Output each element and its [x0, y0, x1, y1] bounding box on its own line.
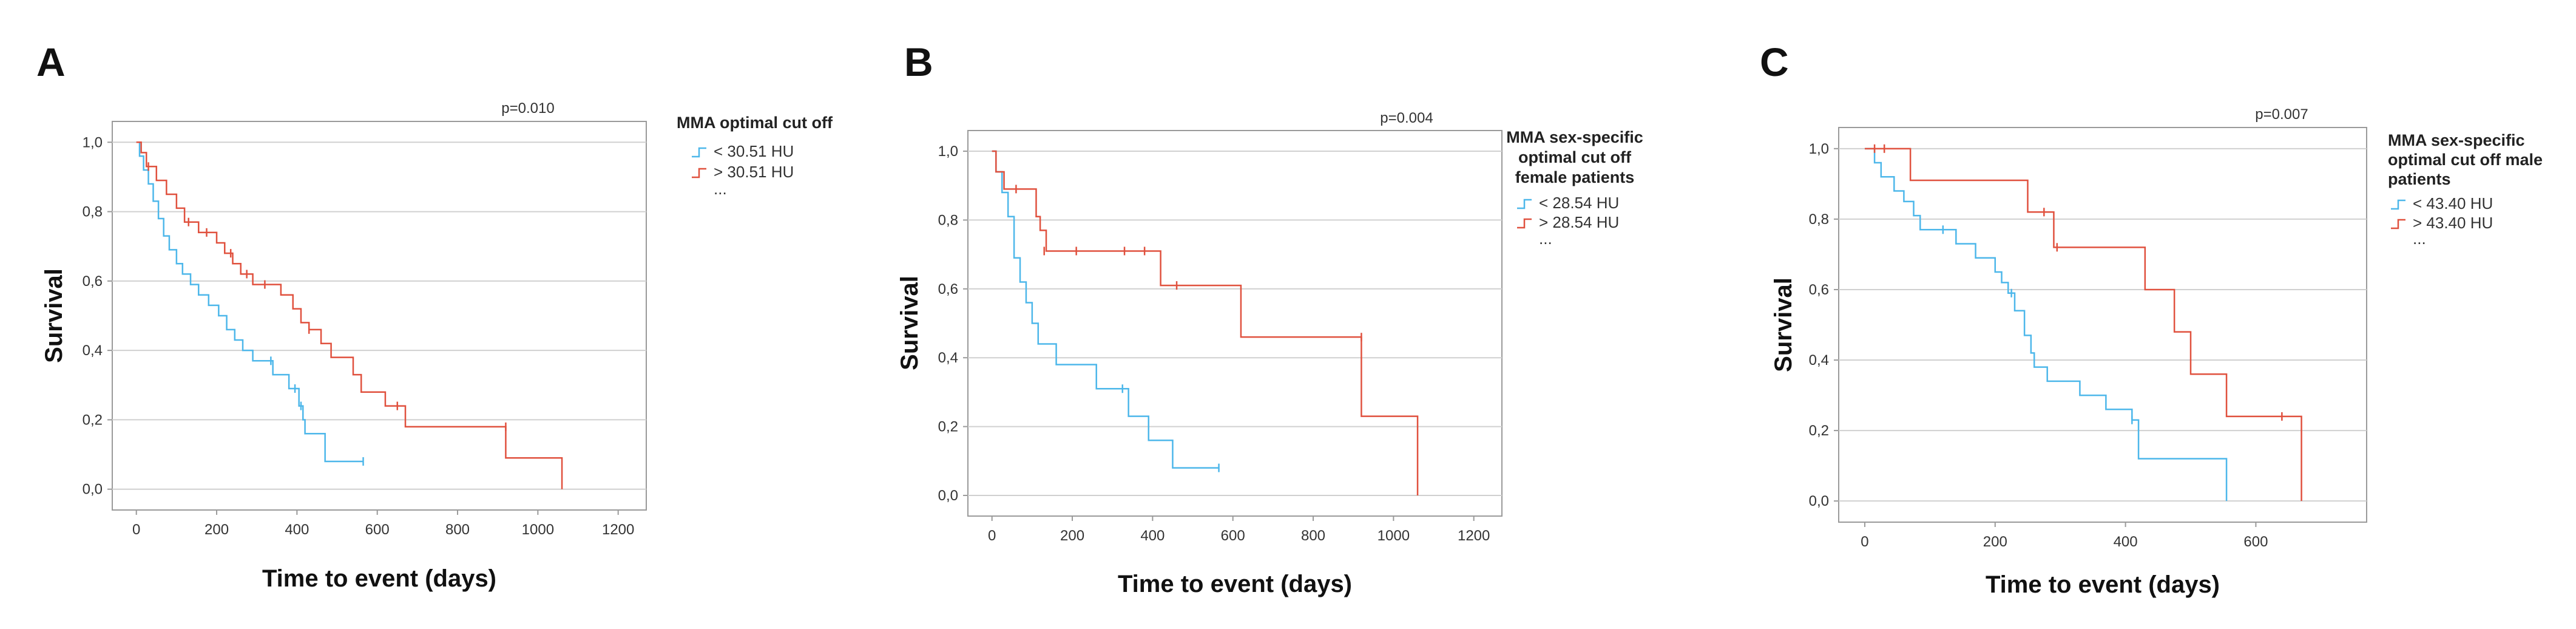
- panel-a-plot-frame: [112, 121, 647, 511]
- panel-c-y-tick-label-4: 0,8: [1809, 211, 1829, 228]
- panel-a-legend-label-above: > 30.51 HU: [714, 163, 794, 181]
- panel-b-x-axis-title: Time to event (days): [1118, 571, 1352, 597]
- panel-a-y-tick-label-3: 0,6: [83, 273, 103, 290]
- panel-c-legend-swatch-below: [2391, 199, 2405, 210]
- panel-a-gridlines: [112, 141, 646, 490]
- panel-c-legend-title-line-1: MMA sex-specific: [2388, 131, 2525, 149]
- panel-b-legend-title-line-3: female patients: [1515, 168, 1635, 186]
- panel-b-y-tick-label-5: 1,0: [938, 143, 958, 160]
- panel-a-p-value: p=0.010: [501, 100, 554, 117]
- panel-c-label: C: [1760, 39, 1789, 84]
- panel-a-x-tick-label-0: 0: [132, 522, 140, 538]
- panel-b-series: [992, 150, 1419, 495]
- panel-a-y-tick-label-1: 0,2: [83, 412, 103, 428]
- panel-b-y-tick-label-3: 0,6: [938, 281, 958, 298]
- panel-c-x-tick-label-0: 0: [1861, 534, 1868, 550]
- panel-b-series-1-curve: [992, 150, 1419, 495]
- panel-b-legend-title-line-1: MMA sex-specific: [1506, 128, 1643, 146]
- panel-a-y-ticks: 0,0 0,2 0,4 0,6 0,8 1,0: [83, 134, 112, 498]
- panel-a-x-tick-label-2: 400: [285, 522, 309, 538]
- panel-b-x-tick-label-1: 200: [1060, 528, 1084, 544]
- panel-a-label: A: [36, 39, 66, 84]
- panel-b-x-tick-label-3: 600: [1221, 528, 1245, 544]
- panel-c-series: [1864, 144, 2302, 501]
- panel-c-legend: MMA sex-specific optimal cut off male pa…: [2388, 131, 2543, 248]
- panel-c: C 0,00,20,40,60,81,0 0 200 400 600 p=0.007 …: [1760, 39, 2543, 598]
- panel-b-legend-label-below: < 28.54 HU: [1539, 194, 1619, 212]
- panel-a-legend-title-line-1: MMA optimal cut off: [677, 114, 833, 132]
- panel-c-x-axis-title: Time to event (days): [1986, 571, 2220, 598]
- panel-b-x-tick-label-0: 0: [988, 528, 996, 544]
- panel-c-gridlines: [1839, 148, 2367, 502]
- panel-a-legend-ellipsis: ...: [714, 180, 727, 198]
- panel-a-legend-swatch-below: [692, 147, 706, 158]
- panel-b-legend-label-above: > 28.54 HU: [1539, 213, 1619, 231]
- panel-a-x-tick-label-4: 800: [445, 522, 470, 538]
- panel-c-y-tick-label-5: 1,0: [1809, 141, 1829, 157]
- panel-b-y-tick-label-0: 0,0: [938, 488, 958, 504]
- panel-b-x-ticks: 0 200 400 600 800 1000 1200: [988, 516, 1490, 544]
- panel-a-series: [136, 141, 563, 489]
- panel-a-x-ticks: 0 200 400 600 800 1000 1200: [132, 510, 634, 538]
- panel-b-x-tick-label-2: 400: [1140, 528, 1165, 544]
- panel-c-legend-ellipsis: ...: [2413, 229, 2426, 248]
- panel-a-series-0-curve: [136, 141, 363, 463]
- panel-a: A 0,0 0,2 0,4 0,6 0,8 1,0 0 200 400 600 800 1000 12…: [36, 39, 833, 592]
- panel-b-y-axis-title: Survival: [896, 276, 923, 370]
- panel-b-x-tick-label-4: 800: [1301, 528, 1325, 544]
- panel-b-x-tick-label-5: 1000: [1378, 528, 1410, 544]
- panel-a-series-1-curve: [136, 141, 563, 489]
- panel-c-y-tick-label-0: 0,0: [1809, 493, 1829, 509]
- panel-c-y-ticks: 0,0 0,2 0,4 0,6 0,8 1,0: [1809, 141, 1839, 509]
- panel-a-legend-swatch-above: [692, 168, 706, 178]
- panel-c-x-ticks: 0 200 400 600: [1861, 522, 2268, 550]
- panel-c-legend-title-line-2: optimal cut off male: [2388, 151, 2543, 169]
- panel-c-y-axis-title: Survival: [1770, 277, 1797, 372]
- panel-c-y-tick-label-3: 0,6: [1809, 282, 1829, 298]
- panel-b-y-ticks: 0,0 0,2 0,4 0,6 0,8 1,0: [938, 143, 968, 504]
- panel-b-label: B: [904, 39, 933, 84]
- panel-b-legend-ellipsis: ...: [1539, 229, 1552, 248]
- panel-a-y-axis-title: Survival: [41, 268, 67, 363]
- panel-a-x-tick-label-5: 1000: [522, 522, 554, 538]
- panel-b-legend-swatch-below: [1517, 199, 1532, 209]
- panel-a-y-tick-label-2: 0,4: [83, 342, 103, 359]
- panel-c-y-tick-label-2: 0,4: [1809, 352, 1829, 369]
- panel-a-y-tick-label-0: 0,0: [83, 481, 103, 498]
- panel-c-legend-title-line-3: patients: [2388, 170, 2451, 188]
- panel-c-legend-label-below: < 43.40 HU: [2413, 194, 2493, 212]
- panel-a-legend: MMA optimal cut off < 30.51 HU > 30.51 H…: [677, 114, 833, 198]
- panel-b-legend-swatch-above: [1517, 218, 1532, 229]
- panel-a-x-tick-label-1: 200: [205, 522, 229, 538]
- panel-b-y-tick-label-2: 0,4: [938, 350, 958, 366]
- panel-c-series-1-curve: [1864, 148, 2302, 501]
- panel-a-y-tick-label-5: 1,0: [83, 134, 103, 151]
- panel-c-x-tick-label-2: 400: [2114, 534, 2138, 550]
- panel-c-series-0-curve: [1864, 148, 2228, 501]
- panel-a-y-tick-label-4: 0,8: [83, 204, 103, 220]
- panel-b-y-tick-label-1: 0,2: [938, 419, 958, 435]
- panel-a-x-tick-label-6: 1200: [602, 522, 634, 538]
- panel-c-y-tick-label-1: 0,2: [1809, 423, 1829, 439]
- panel-c-x-tick-label-1: 200: [1983, 534, 2007, 550]
- panel-c-plot-frame: [1838, 127, 2367, 523]
- panel-a-x-axis-title: Time to event (days): [262, 565, 496, 592]
- panel-c-x-tick-label-3: 600: [2243, 534, 2268, 550]
- panel-a-x-tick-label-3: 600: [365, 522, 390, 538]
- panel-a-legend-label-below: < 30.51 HU: [714, 142, 794, 160]
- panel-c-legend-swatch-above: [2391, 219, 2405, 229]
- panel-b-gridlines: [968, 151, 1502, 496]
- panel-b-plot-frame: [967, 130, 1503, 517]
- panel-c-legend-label-above: > 43.40 HU: [2413, 214, 2493, 232]
- panel-b-series-0-curve: [992, 150, 1219, 469]
- panel-b-y-tick-label-4: 0,8: [938, 212, 958, 228]
- panel-b-legend-title-line-2: optimal cut off: [1518, 148, 1632, 166]
- panel-b-legend: MMA sex-specific optimal cut off female …: [1506, 128, 1643, 248]
- panel-c-p-value: p=0.007: [2255, 106, 2308, 123]
- panel-b-x-tick-label-6: 1200: [1458, 528, 1490, 544]
- panel-b: B 0,0 0,2 0,4 0,6 0,8 1,0 0 200 400 600 800 1000 12…: [896, 39, 1643, 597]
- panel-b-p-value: p=0.004: [1380, 110, 1433, 126]
